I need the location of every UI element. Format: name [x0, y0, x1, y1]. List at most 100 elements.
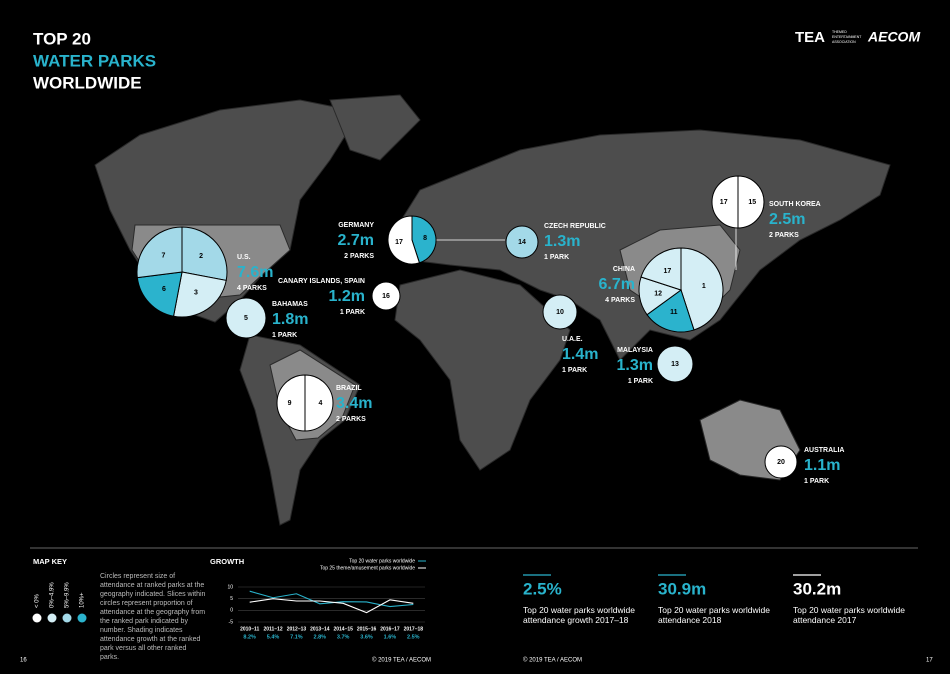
region-name: CHINA: [613, 266, 635, 273]
pie-slice: [136, 271, 183, 317]
stat-value: 2.5%: [523, 579, 562, 598]
x-tick-label: 2015–16: [357, 626, 377, 632]
pie-slice: [181, 226, 228, 282]
slice-rank: 5: [244, 315, 248, 322]
x-tick-label: 2014–15: [333, 626, 353, 632]
region-attendance: 2.5m: [769, 211, 805, 228]
region-attendance: 6.7m: [599, 276, 635, 293]
slice-rank: 15: [748, 199, 756, 206]
pie-slice: [387, 215, 421, 265]
data-label: 1.6%: [384, 634, 397, 640]
pie-slice: [542, 294, 578, 330]
slice-rank: 16: [382, 293, 390, 300]
stat-value: 30.2m: [793, 579, 841, 598]
tea-sub: THEMED: [832, 30, 847, 34]
pie-slice: [276, 374, 306, 432]
data-label: 3.6%: [360, 634, 373, 640]
pie-slice: [646, 289, 695, 333]
data-label: 8.2%: [243, 634, 256, 640]
region-name: CANARY ISLANDS, SPAIN: [278, 278, 365, 285]
slice-rank: 9: [288, 400, 292, 407]
slice-rank: 10: [556, 309, 564, 316]
x-tick-label: 2011–12: [263, 626, 282, 632]
title-line: WORLDWIDE: [33, 73, 142, 92]
stat-value: 30.9m: [658, 579, 706, 598]
pie-slice: [737, 175, 765, 229]
region-name: AUSTRALIA: [804, 447, 844, 454]
slice-rank: 20: [777, 459, 785, 466]
y-tick-label: -5: [229, 619, 234, 625]
tea-sub: ENTERTAINMENT: [832, 35, 862, 39]
x-tick-label: 2013–14: [310, 626, 330, 632]
greenland: [329, 94, 421, 161]
region-parks: 1 PARK: [272, 332, 297, 339]
pie-slice: [136, 226, 183, 279]
slice-rank: 1: [702, 283, 706, 290]
data-label: 2.5%: [407, 634, 420, 640]
region-name: GERMANY: [338, 222, 374, 229]
region-parks: 1 PARK: [628, 378, 653, 385]
region-parks: 2 PARKS: [336, 416, 366, 423]
data-label: 2.8%: [314, 634, 327, 640]
slice-rank: 8: [423, 235, 427, 242]
slice-rank: 6: [162, 286, 166, 293]
x-tick-label: 2016–17: [380, 626, 400, 632]
region-name: SOUTH KOREA: [769, 201, 821, 208]
slice-rank: 14: [518, 239, 526, 246]
region-parks: 2 PARKS: [769, 232, 799, 239]
pie-slice: [172, 271, 227, 318]
map-key-title: MAP KEY: [33, 557, 67, 566]
aecom-logo: AECOM: [867, 29, 920, 45]
data-label: 7.1%: [290, 634, 303, 640]
region-attendance: 1.3m: [544, 233, 580, 250]
title-line: WATER PARKS: [33, 51, 156, 70]
slice-rank: 7: [161, 252, 165, 259]
region-parks: 1 PARK: [804, 478, 829, 485]
legend-label: 0%–4.9%: [50, 582, 56, 608]
slice-rank: 17: [395, 239, 403, 246]
region-name: BRAZIL: [336, 385, 362, 392]
x-tick-label: 2012–13: [287, 626, 307, 632]
region-name: CZECH REPUBLIC: [544, 223, 606, 230]
x-tick-label: 2010–11: [240, 626, 259, 632]
legend-swatch: [77, 613, 87, 623]
pie-slice: [764, 445, 798, 479]
region-parks: 2 PARKS: [344, 253, 374, 260]
slice-rank: 17: [664, 268, 672, 275]
slice-rank: 3: [194, 289, 198, 296]
region-parks: 4 PARKS: [605, 297, 635, 304]
title-line: TOP 20: [33, 29, 91, 48]
data-label: 5.4%: [267, 634, 280, 640]
stat-text: Top 20 water parks worldwide attendance …: [523, 605, 635, 625]
slice-rank: 11: [670, 309, 678, 316]
slice-rank: 12: [654, 290, 662, 297]
region-attendance: 1.8m: [272, 311, 308, 328]
region-name: MALAYSIA: [617, 347, 653, 354]
region-parks: 1 PARK: [544, 254, 569, 261]
page-number: 17: [926, 658, 933, 664]
pie-slice: [304, 374, 334, 432]
region-attendance: 7.6m: [237, 264, 273, 281]
pie-slice: [225, 297, 267, 339]
pie-slice: [505, 225, 539, 259]
region-name: BAHAMAS: [272, 301, 308, 308]
series-line: [249, 598, 414, 614]
region-attendance: 1.2m: [329, 288, 365, 305]
pie-slice: [656, 345, 694, 383]
pie-slice: [680, 247, 724, 331]
stat-text: Top 20 water parks worldwide attendance …: [658, 605, 770, 625]
tea-sub: ASSOCIATION: [832, 40, 856, 44]
credit: © 2019 TEA / AECOM: [523, 657, 582, 664]
y-tick-label: 10: [227, 584, 233, 590]
region-name: U.A.E.: [562, 336, 583, 343]
region-parks: 1 PARK: [562, 367, 587, 374]
region-attendance: 3.4m: [336, 395, 372, 412]
region-parks: 4 PARKS: [237, 285, 267, 292]
pie-slice: [411, 215, 437, 264]
growth-title: GROWTH: [210, 557, 244, 566]
pie-slice: [640, 247, 682, 291]
tea-logo: TEA: [795, 29, 825, 46]
legend-swatch: [32, 613, 42, 623]
